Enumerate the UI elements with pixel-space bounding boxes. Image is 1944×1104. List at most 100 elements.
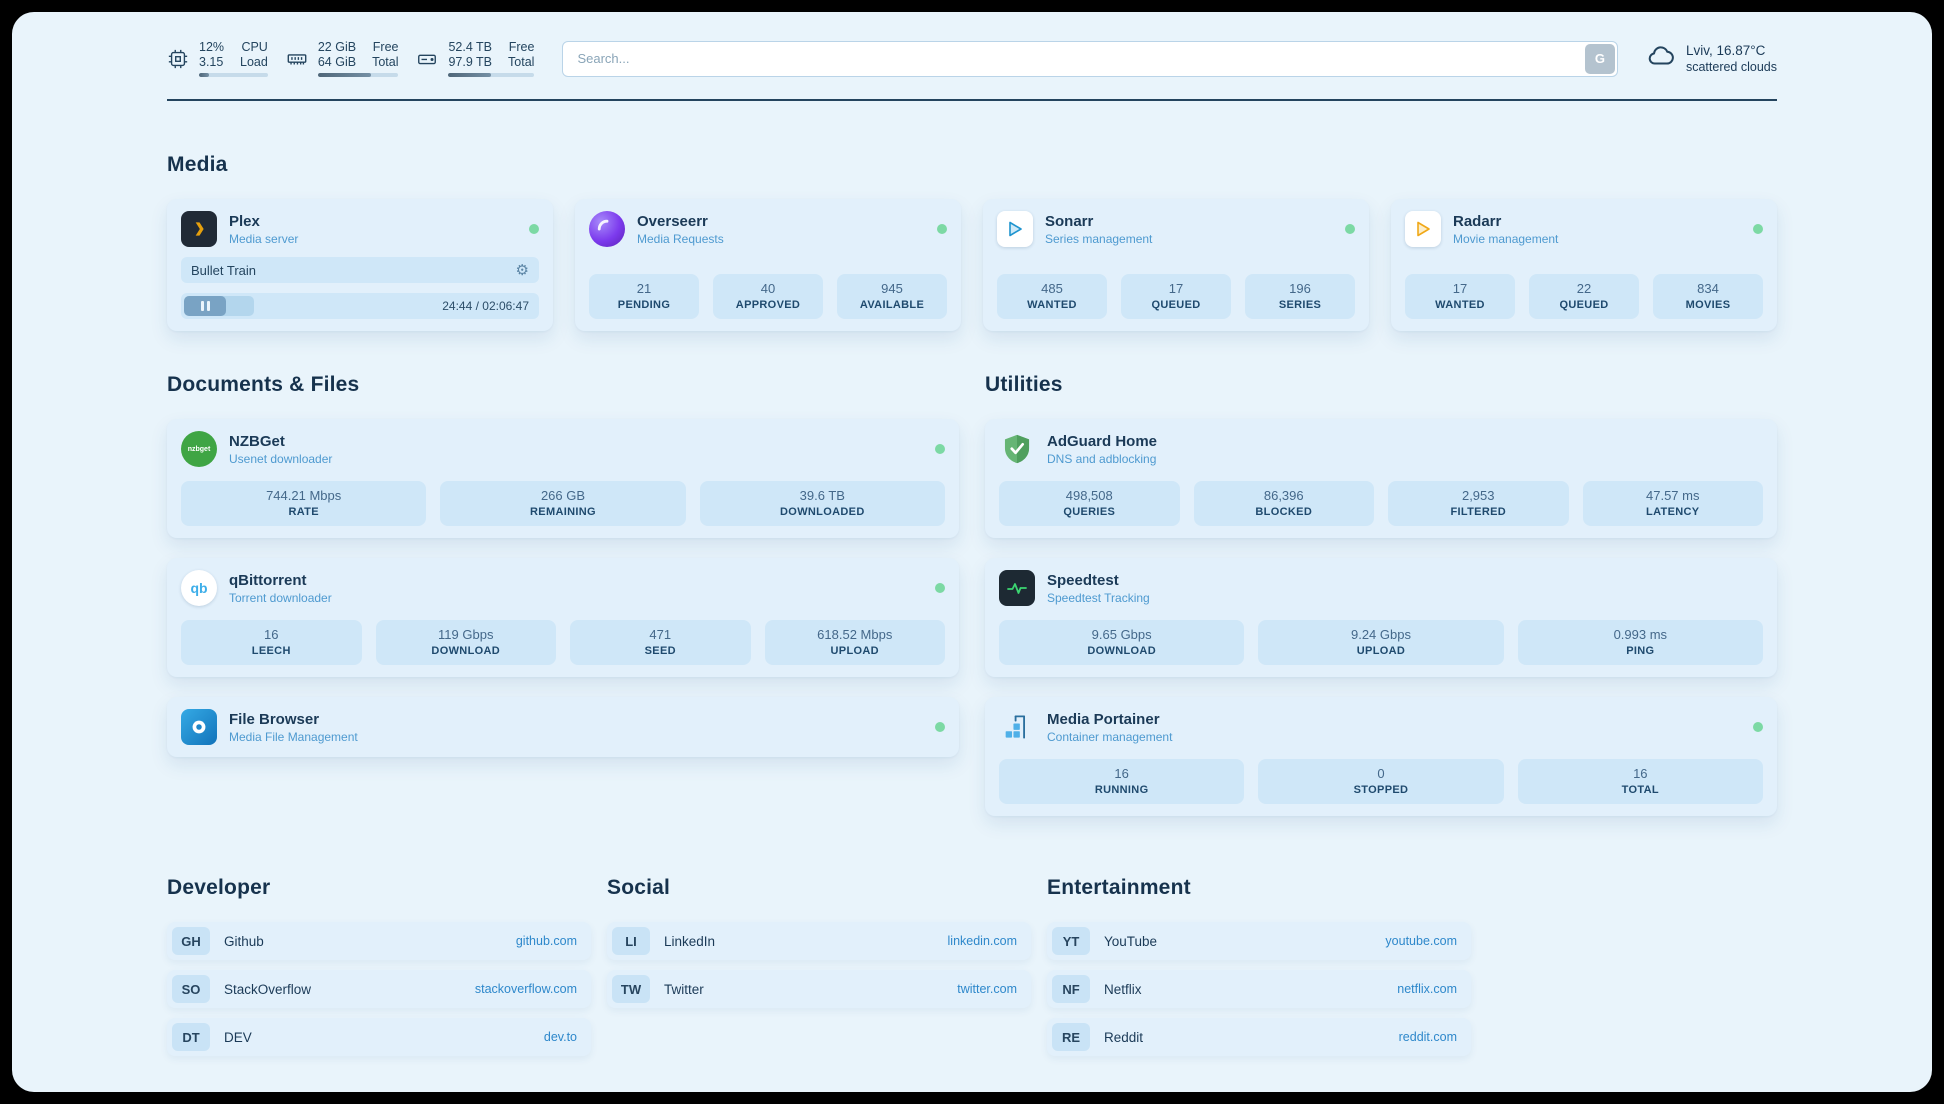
bookmark-name: DEV: [224, 1029, 252, 1045]
app-subtitle: Media server: [229, 231, 299, 246]
app-card-plex[interactable]: Plex Media server Bullet Train ⚙ 24:44 /…: [167, 199, 553, 331]
app-subtitle: Container management: [1047, 729, 1173, 744]
app-name: Media Portainer: [1047, 710, 1160, 728]
bookmark-row-stackoverflow[interactable]: SO StackOverflow stackoverflow.com: [167, 970, 591, 1008]
now-playing-row: Bullet Train ⚙: [181, 257, 539, 283]
bookmark-group-entertainment: Entertainment YT YouTube youtube.com NF …: [1047, 876, 1471, 1066]
bookmark-url[interactable]: youtube.com: [1385, 934, 1457, 948]
playback-progress-bar[interactable]: 24:44 / 02:06:47: [181, 293, 539, 319]
ram-bar: [317, 73, 399, 77]
stat-chip: 0.993 ms PING: [1517, 620, 1763, 665]
section-title-entertainment: Entertainment: [1047, 876, 1191, 899]
app-subtitle: Series management: [1045, 231, 1153, 246]
section-title-developer: Developer: [167, 876, 271, 899]
search-input[interactable]: [562, 40, 1618, 77]
bookmark-row-netflix[interactable]: NF Netflix netflix.com: [1047, 970, 1471, 1008]
adguard-icon: [999, 431, 1035, 467]
bookmark-abbr: RE: [1052, 1023, 1090, 1051]
radarr-icon: [1405, 211, 1441, 247]
app-card-radarr[interactable]: Radarr Movie management 17 WANTED 22 QUE…: [1391, 199, 1777, 331]
disk-label-top: Free: [508, 40, 535, 54]
stat-chip: 17 WANTED: [1405, 274, 1515, 319]
app-card-speedtest[interactable]: Speedtest Speedtest Tracking 9.65 Gbps D…: [985, 558, 1777, 677]
stat-chip: 744.21 Mbps RATE: [181, 481, 427, 526]
app-name: Plex: [229, 212, 260, 230]
app-card-filebrowser[interactable]: File Browser Media File Management: [167, 697, 959, 757]
topbar-divider: [167, 99, 1777, 101]
app-card-nzbget[interactable]: nzbget NZBGet Usenet downloader 744.21 M…: [167, 419, 959, 538]
playback-time: 24:44 / 02:06:47: [442, 299, 529, 313]
section-media: Media Plex Media server Bullet: [167, 153, 1777, 331]
disk-bar: [448, 73, 535, 77]
stat-chip: 40 APPROVED: [713, 274, 823, 319]
bookmark-url[interactable]: dev.to: [543, 1030, 577, 1044]
stat-chip: 2,953 FILTERED: [1388, 481, 1569, 526]
bookmark-url[interactable]: netflix.com: [1397, 982, 1457, 996]
app-subtitle: DNS and adblocking: [1047, 451, 1157, 466]
cpu-percent: 12%: [199, 40, 225, 54]
weather-condition: scattered clouds: [1685, 60, 1777, 74]
bookmark-row-github[interactable]: GH Github github.com: [167, 922, 591, 960]
bookmark-row-reddit[interactable]: RE Reddit reddit.com: [1047, 1018, 1471, 1056]
status-dot: [1753, 224, 1763, 234]
ram-label-bottom: Total: [372, 55, 399, 69]
bookmark-row-dev[interactable]: DT DEV dev.to: [167, 1018, 591, 1056]
bookmark-abbr: NF: [1052, 975, 1090, 1003]
ram-icon: [286, 48, 308, 70]
bookmark-row-twitter[interactable]: TW Twitter twitter.com: [607, 970, 1031, 1008]
status-dot: [937, 224, 947, 234]
cpu-icon: [167, 48, 189, 70]
stat-chip: 945 AVAILABLE: [837, 274, 947, 319]
topbar: 12% CPU 3.15 Load: [167, 40, 1777, 77]
sonarr-icon: [997, 211, 1033, 247]
app-card-adguard[interactable]: AdGuard Home DNS and adblocking 498,508 …: [985, 419, 1777, 538]
stat-chip: 266 GB REMAINING: [440, 481, 686, 526]
disk-free: 52.4 TB: [448, 40, 493, 54]
app-subtitle: Speedtest Tracking: [1047, 590, 1150, 605]
disk-label-bottom: Total: [508, 55, 535, 69]
cpu-bar: [199, 73, 268, 77]
bookmark-name: LinkedIn: [664, 933, 716, 949]
stat-chip: 47.57 ms LATENCY: [1582, 481, 1763, 526]
section-utilities: Utilities AdGu: [985, 373, 1777, 816]
filebrowser-icon: [181, 709, 217, 745]
bookmark-abbr: TW: [612, 975, 650, 1003]
bookmark-abbr: LI: [612, 927, 650, 955]
bookmark-url[interactable]: github.com: [515, 934, 577, 948]
status-dot: [1345, 224, 1355, 234]
status-dot: [529, 224, 539, 234]
disk-stats: 52.4 TB Free 97.9 TB Total: [416, 40, 535, 77]
bookmark-name: YouTube: [1104, 933, 1158, 949]
app-card-qbittorrent[interactable]: qb qBittorrent Torrent downloader 16 LEE…: [167, 558, 959, 677]
app-card-overseerr[interactable]: Overseerr Media Requests 21 PENDING 40 A…: [575, 199, 961, 331]
stat-chip: 86,396 BLOCKED: [1193, 481, 1374, 526]
status-dot: [935, 444, 945, 454]
app-card-portainer[interactable]: Media Portainer Container management 16 …: [985, 697, 1777, 816]
bookmark-url[interactable]: reddit.com: [1398, 1030, 1457, 1044]
ram-total: 64 GiB: [317, 55, 357, 69]
stat-chip: 16 TOTAL: [1517, 759, 1763, 804]
bookmark-url[interactable]: stackoverflow.com: [474, 982, 577, 996]
bookmark-url[interactable]: twitter.com: [957, 982, 1017, 996]
bookmark-abbr: YT: [1052, 927, 1090, 955]
ram-label-top: Free: [372, 40, 399, 54]
ram-stats: 22 GiB Free 64 GiB Total: [286, 40, 399, 77]
gear-icon[interactable]: ⚙: [515, 261, 529, 279]
app-card-sonarr[interactable]: Sonarr Series management 485 WANTED 17 Q…: [983, 199, 1369, 331]
ram-free: 22 GiB: [317, 40, 357, 54]
bookmark-row-youtube[interactable]: YT YouTube youtube.com: [1047, 922, 1471, 960]
bookmark-row-linkedin[interactable]: LI LinkedIn linkedin.com: [607, 922, 1031, 960]
pause-icon[interactable]: [184, 296, 226, 316]
search-provider-button[interactable]: G: [1584, 43, 1615, 74]
app-subtitle: Media File Management: [229, 729, 358, 744]
cpu-label-top: CPU: [241, 40, 268, 54]
bookmark-abbr: GH: [172, 927, 210, 955]
stat-chip: 39.6 TB DOWNLOADED: [699, 481, 945, 526]
stat-chip: 0 STOPPED: [1258, 759, 1504, 804]
bookmark-name: Reddit: [1104, 1029, 1144, 1045]
stat-chip: 485 WANTED: [997, 274, 1107, 319]
bookmark-url[interactable]: linkedin.com: [947, 934, 1017, 948]
stat-chip: 119 Gbps DOWNLOAD: [375, 620, 556, 665]
app-name: NZBGet: [229, 432, 285, 450]
bookmarks: Developer GH Github github.com SO StackO…: [167, 876, 1777, 1090]
